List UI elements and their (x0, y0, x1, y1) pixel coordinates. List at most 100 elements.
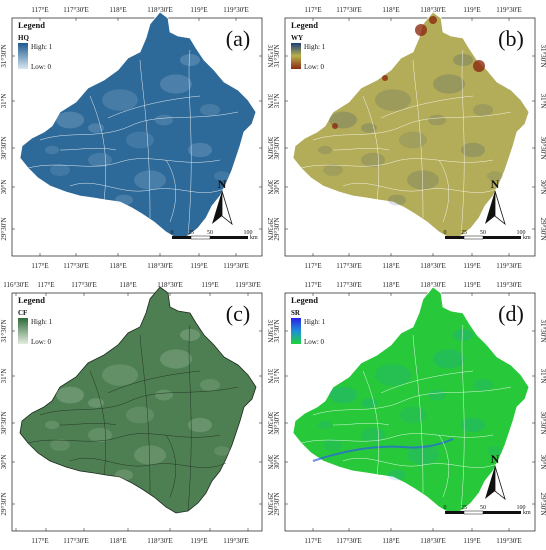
scale-tick-label: 25 (188, 230, 194, 236)
raster-patch (318, 145, 332, 155)
right-lat-label: 30°N (266, 180, 273, 195)
raster-patch (56, 386, 84, 404)
left-lat-label: 30°N (273, 180, 281, 195)
legend-ramp (291, 43, 301, 69)
left-lat-label: 31°30'N (273, 44, 281, 67)
scale-tick-label: 100 (517, 505, 526, 511)
legend-title: Legend (18, 295, 45, 305)
top-lon-label: 117°E (304, 6, 321, 14)
scale-tick-label: 0 (444, 505, 447, 511)
scale-tick-label: 25 (461, 505, 467, 511)
scale-bar-segment (463, 510, 484, 515)
raster-patch (375, 89, 411, 111)
raster-patch (115, 194, 133, 206)
top-lon-label: 117°30'E (336, 6, 362, 14)
region-shape (19, 286, 257, 514)
bottom-lon-label: 119°E (463, 537, 480, 545)
left-lat-label: 31°30'N (0, 319, 8, 342)
panel-label: (d) (498, 301, 524, 326)
scale-bar-segment (172, 236, 191, 239)
scale-unit: km (523, 510, 531, 516)
raster-patch (407, 170, 439, 190)
legend-low: Low: 0 (31, 338, 52, 346)
north-label: N (218, 177, 227, 191)
north-arrow-icon (212, 191, 222, 224)
top-lon-label: 117°E (37, 281, 54, 289)
raster-patch (399, 406, 427, 424)
bottom-lon-label: 117°E (304, 262, 321, 270)
right-lat-label: 31°N (539, 94, 546, 109)
right-lat-label: 31°30'N (539, 319, 546, 342)
raster-patch (399, 131, 427, 149)
left-lat-label: 30°30'N (0, 136, 8, 159)
raster-patch (407, 445, 439, 465)
right-lat-label: 29°30'N (266, 492, 273, 515)
county-boundary (107, 95, 201, 119)
bottom-lon-label: 118°E (109, 262, 126, 270)
raster-patch (433, 349, 465, 369)
scale-tick-label: 0 (444, 230, 447, 236)
map-panel-d: 117°E 117°30'E 118°E 118°30'E 119°E 119°30'E 1… (273, 275, 546, 550)
raster-patch (453, 54, 473, 66)
county-boundary (332, 147, 390, 151)
county-boundary (107, 370, 201, 394)
bottom-lon-label: 118°E (382, 537, 399, 545)
top-lon-label: 117°30'E (336, 281, 362, 289)
raster-patch (155, 114, 173, 126)
raster-patch (318, 420, 332, 430)
left-lat-label: 30°30'N (273, 411, 281, 434)
county-boundary (139, 59, 151, 219)
top-lon-label: 116°30'E (3, 281, 29, 289)
raster-patch (88, 152, 112, 168)
legend-ramp (291, 318, 301, 344)
raster-patch (45, 420, 59, 430)
top-lon-label: 118°30'E (157, 281, 183, 289)
raster-patch (188, 142, 212, 158)
raster-patch (214, 171, 230, 181)
raster-patch (200, 104, 220, 116)
raster-patch (56, 111, 84, 129)
right-lat-label: 31°30'N (266, 44, 273, 67)
map-svg: 117°E 117°30'E 118°E 118°30'E 119°E 119°30'E 1… (273, 281, 546, 545)
legend-variable: SR (291, 309, 301, 317)
right-lat-label: 30°N (539, 455, 546, 470)
north-arrow-icon (485, 191, 495, 224)
scale-bar-segment (445, 511, 464, 514)
raster-patch (461, 417, 485, 433)
left-lat-label: 30°N (273, 455, 281, 470)
left-lat-label: 31°N (0, 94, 8, 109)
scale-tick-label: 50 (207, 230, 213, 236)
top-lon-label: 118°30'E (147, 6, 173, 14)
river-highlight (312, 438, 454, 462)
raster-patch (102, 364, 138, 386)
county-boundary (39, 386, 239, 416)
legend-ramp (18, 43, 28, 69)
scale-tick-label: 100 (244, 230, 253, 236)
county-boundary (362, 95, 380, 201)
left-lat-label: 31°N (273, 94, 281, 109)
legend-high: High: 1 (304, 43, 326, 51)
region-shape (19, 11, 257, 239)
county-boundary (187, 324, 192, 512)
raster-patch (453, 329, 473, 341)
county-boundary (139, 334, 151, 494)
top-lon-label: 119°E (201, 281, 218, 289)
raster-patch (323, 164, 343, 176)
bottom-lon-label: 117°E (304, 537, 321, 545)
county-boundary (69, 182, 227, 193)
top-lon-label: 119°E (463, 6, 480, 14)
county-boundary (412, 59, 424, 219)
north-label: N (491, 452, 500, 466)
raster-patch (428, 389, 446, 401)
right-lat-label: 31°30'N (539, 44, 546, 67)
bottom-lon-label: 118°30'E (147, 262, 173, 270)
top-lon-label: 119°E (463, 281, 480, 289)
raster-patch (126, 131, 154, 149)
raster-patch (115, 469, 133, 481)
panel-label: (c) (226, 301, 250, 326)
county-boundary (27, 433, 221, 444)
bottom-lon-label: 117°30'E (63, 262, 89, 270)
county-boundary (89, 95, 107, 201)
map-svg: 117°E 117°30'E 118°E 118°30'E 119°E 119°30'E 1… (0, 6, 273, 270)
right-lat-label: 30°30'N (266, 136, 273, 159)
